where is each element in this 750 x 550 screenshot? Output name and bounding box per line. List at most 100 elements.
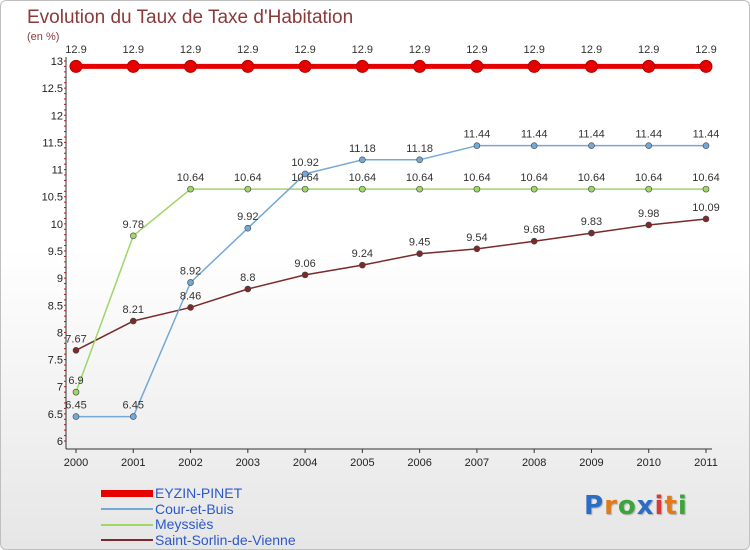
data-label: 10.09 <box>692 202 720 214</box>
data-point <box>530 237 538 245</box>
data-point <box>187 304 194 311</box>
data-label: 11.18 <box>349 143 376 155</box>
data-point <box>584 59 598 73</box>
logo-letter: i <box>677 491 688 521</box>
x-tick-label: 2003 <box>236 457 260 469</box>
x-tick-label: 2010 <box>636 457 660 469</box>
data-point <box>588 142 595 149</box>
data-label: 11.44 <box>521 129 548 141</box>
data-point <box>72 413 80 420</box>
y-tick-label: 8.5 <box>48 300 63 312</box>
x-tick-label: 2009 <box>579 457 603 469</box>
y-tick-label: 8 <box>57 327 63 339</box>
y-tick-label: 6.5 <box>48 409 63 421</box>
data-point <box>301 271 309 279</box>
data-point <box>301 185 309 193</box>
x-tick-label: 2011 <box>694 457 718 469</box>
data-point <box>588 185 595 193</box>
data-label: 12.9 <box>466 44 487 56</box>
y-tick-label: 6 <box>57 436 63 448</box>
data-label: 9.45 <box>409 237 430 249</box>
data-label: 8.92 <box>180 265 201 277</box>
data-label: 11.18 <box>406 143 433 155</box>
data-point <box>530 142 538 149</box>
x-tick-label: 2001 <box>121 457 145 469</box>
data-label: 7.67 <box>65 333 86 345</box>
data-point <box>473 245 481 253</box>
legend-item: EYZIN-PINET <box>101 485 296 502</box>
data-point <box>244 224 252 232</box>
data-label: 9.68 <box>523 224 544 236</box>
data-label: 12.9 <box>409 44 430 56</box>
y-tick-label: 9.5 <box>48 246 63 258</box>
data-label: 6.45 <box>65 400 86 412</box>
logo-letter: x <box>636 491 655 521</box>
logo-letter: r <box>604 491 618 521</box>
logo-letter: P <box>584 491 605 521</box>
series-line <box>75 218 707 352</box>
data-label: 9.54 <box>466 232 487 244</box>
logo-letter: t <box>664 491 678 521</box>
data-label: 12.9 <box>523 44 544 56</box>
x-tick-label: 2005 <box>350 457 374 469</box>
data-label: 8.21 <box>123 304 144 316</box>
data-label: 10.64 <box>578 172 606 184</box>
legend-item: Saint-Sorlin-de-Vienne <box>101 532 296 549</box>
series-line <box>76 144 706 418</box>
data-point <box>473 142 481 149</box>
data-label: 10.64 <box>520 172 548 184</box>
data-point <box>530 185 538 193</box>
data-label: 9.92 <box>237 211 258 223</box>
data-point <box>413 59 427 73</box>
data-point <box>69 59 83 73</box>
data-label: 9.83 <box>581 216 602 228</box>
data-label: 10.92 <box>291 157 319 169</box>
data-point <box>473 185 481 193</box>
y-tick-label: 11 <box>52 165 63 177</box>
legend-swatch <box>101 490 153 498</box>
x-tick-label: 2007 <box>465 457 489 469</box>
data-point <box>241 59 255 73</box>
y-tick-label: 12 <box>51 110 63 122</box>
data-label: 10.64 <box>291 172 319 184</box>
data-label: 9.98 <box>638 208 659 220</box>
logo-letter: i <box>654 491 665 521</box>
legend-item: Cour-et-Buis <box>101 501 296 518</box>
data-label: 10.64 <box>177 172 205 184</box>
data-label: 11.44 <box>693 129 720 141</box>
data-label: 6.45 <box>123 400 144 412</box>
data-point <box>355 59 369 73</box>
data-label: 10.64 <box>406 172 434 184</box>
y-tick-label: 7 <box>57 382 63 394</box>
data-label: 9.24 <box>352 248 373 260</box>
chart-title: Evolution du Taux de Taxe d'Habitation <box>27 7 354 28</box>
legend-swatch <box>101 508 153 511</box>
x-tick-label: 2004 <box>293 457 317 469</box>
data-point <box>699 59 713 73</box>
data-label: 10.64 <box>349 172 377 184</box>
data-label: 9.06 <box>294 258 315 270</box>
y-tick-label: 10.5 <box>42 192 63 204</box>
data-point <box>301 170 309 178</box>
x-tick-label: 2002 <box>178 457 202 469</box>
data-label: 12.9 <box>237 44 258 56</box>
y-tick-label: 7.5 <box>48 355 63 367</box>
legend-item: Meyssiès <box>101 516 296 533</box>
data-point <box>72 388 80 396</box>
data-point <box>298 59 312 73</box>
data-point <box>416 156 423 164</box>
data-label: 11.44 <box>635 129 662 141</box>
data-point <box>645 185 653 193</box>
data-label: 10.64 <box>463 172 491 184</box>
y-tick-label: 12.5 <box>42 83 63 95</box>
data-point <box>126 59 140 73</box>
data-point <box>645 221 653 229</box>
data-point <box>416 185 423 193</box>
data-label: 12.9 <box>352 44 373 56</box>
data-point <box>359 261 366 269</box>
data-point <box>416 250 423 258</box>
data-label: 12.9 <box>294 44 315 56</box>
data-label: 10.64 <box>234 172 262 184</box>
